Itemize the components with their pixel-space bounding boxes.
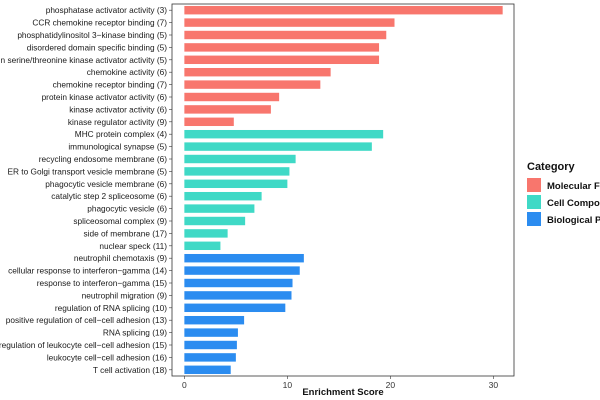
bar — [184, 67, 331, 77]
y-tick-label: side of membrane (17) — [84, 228, 168, 238]
bar — [184, 303, 286, 313]
y-tick-label: kinase regulator activity (9) — [68, 117, 167, 127]
y-tick-label: phagocytic vesicle (6) — [87, 204, 167, 214]
y-tick-label: regulation of RNA splicing (10) — [55, 303, 167, 313]
y-tick-label: RNA splicing (19) — [103, 328, 167, 338]
bar — [184, 92, 280, 102]
bar — [184, 117, 234, 127]
y-tick-label: neutrophil chemotaxis (9) — [74, 253, 167, 263]
legend-label: Molecular Function — [547, 181, 600, 192]
y-tick-label: chemokine activity (6) — [87, 67, 167, 77]
bar — [184, 315, 245, 325]
y-tick-label: nuclear speck (11) — [99, 241, 167, 251]
y-tick-label: response to interferon−gamma (15) — [37, 278, 168, 288]
bar — [184, 278, 293, 288]
y-tick-label: leukocyte cell−cell adhesion (16) — [47, 352, 167, 362]
bar — [184, 167, 290, 176]
bar — [184, 18, 395, 27]
bar — [184, 129, 384, 139]
y-tick-label: catalytic step 2 spliceosome (6) — [51, 191, 167, 201]
y-tick-label: MHC protein complex (4) — [75, 129, 167, 139]
bar — [184, 105, 271, 114]
x-axis: 0 10 20 30 — [182, 376, 498, 390]
y-tick-label: immunological synapse (5) — [68, 142, 167, 152]
x-axis-title: Enrichment Score — [302, 387, 383, 398]
y-tick-label: recycling endosome membrane (6) — [39, 154, 167, 164]
x-tick-label: 20 — [386, 380, 396, 390]
bar — [184, 43, 380, 52]
y-tick-label: ER to Golgi transport vesicle membrane (… — [7, 166, 167, 176]
bars-group — [184, 5, 503, 375]
bar — [184, 191, 262, 201]
legend-key — [527, 212, 541, 226]
bar — [184, 241, 221, 251]
y-tick-label: T cell activation (18) — [93, 365, 167, 375]
y-tick-labels: phosphatase activator activity (3) CCR ch… — [0, 5, 172, 375]
y-tick-label: chemokine receptor binding (7) — [53, 80, 168, 90]
bar — [184, 142, 372, 151]
bar — [184, 340, 237, 350]
bar — [184, 55, 380, 65]
y-tick-label: disordered domain specific binding (5) — [27, 42, 167, 52]
bar — [184, 365, 231, 375]
plot-panel-border — [171, 3, 515, 377]
bar — [184, 30, 387, 40]
y-tick-label: neutrophil migration (9) — [82, 290, 168, 300]
x-tick-label: 30 — [489, 380, 499, 390]
y-tick-label: phosphatidylinositol 3−kinase binding (5… — [17, 30, 167, 40]
bar — [184, 5, 503, 15]
bar — [184, 204, 255, 213]
y-tick-label: spliceosomal complex (9) — [73, 216, 167, 226]
bar — [184, 154, 296, 164]
legend-label: Cell Component — [547, 198, 600, 209]
bar — [184, 229, 228, 238]
legend: Category Molecular Function Cell Componen… — [527, 161, 600, 226]
bar — [184, 179, 288, 189]
legend-title: Category — [527, 161, 576, 173]
x-tick-label: 0 — [182, 380, 187, 390]
bar — [184, 253, 304, 263]
y-tick-label: protein kinase activator activity (6) — [42, 92, 168, 102]
bar — [184, 291, 292, 300]
y-tick-label: phosphatase activator activity (3) — [46, 5, 168, 15]
y-tick-label: kinase activator activity (6) — [69, 104, 167, 114]
y-tick-label: CCR chemokine receptor binding (7) — [32, 18, 167, 28]
x-tick-label: 10 — [283, 380, 293, 390]
legend-key — [527, 195, 541, 209]
legend-label: Biological Process — [547, 215, 600, 226]
y-tick-label: phagocytic vesicle membrane (6) — [45, 179, 167, 189]
bar — [184, 328, 238, 337]
y-tick-label: cellular response to interferon−gamma (1… — [8, 266, 167, 276]
bar — [184, 216, 246, 226]
y-tick-label: positive regulation of cell−cell adhesio… — [6, 315, 167, 325]
y-tick-label: protein serine/threonine kinase activato… — [0, 55, 167, 65]
y-tick-label: regulation of leukocyte cell−cell adhesi… — [0, 340, 167, 350]
bar — [184, 80, 321, 89]
bar — [184, 266, 300, 275]
legend-key — [527, 178, 541, 192]
bar — [184, 353, 236, 362]
